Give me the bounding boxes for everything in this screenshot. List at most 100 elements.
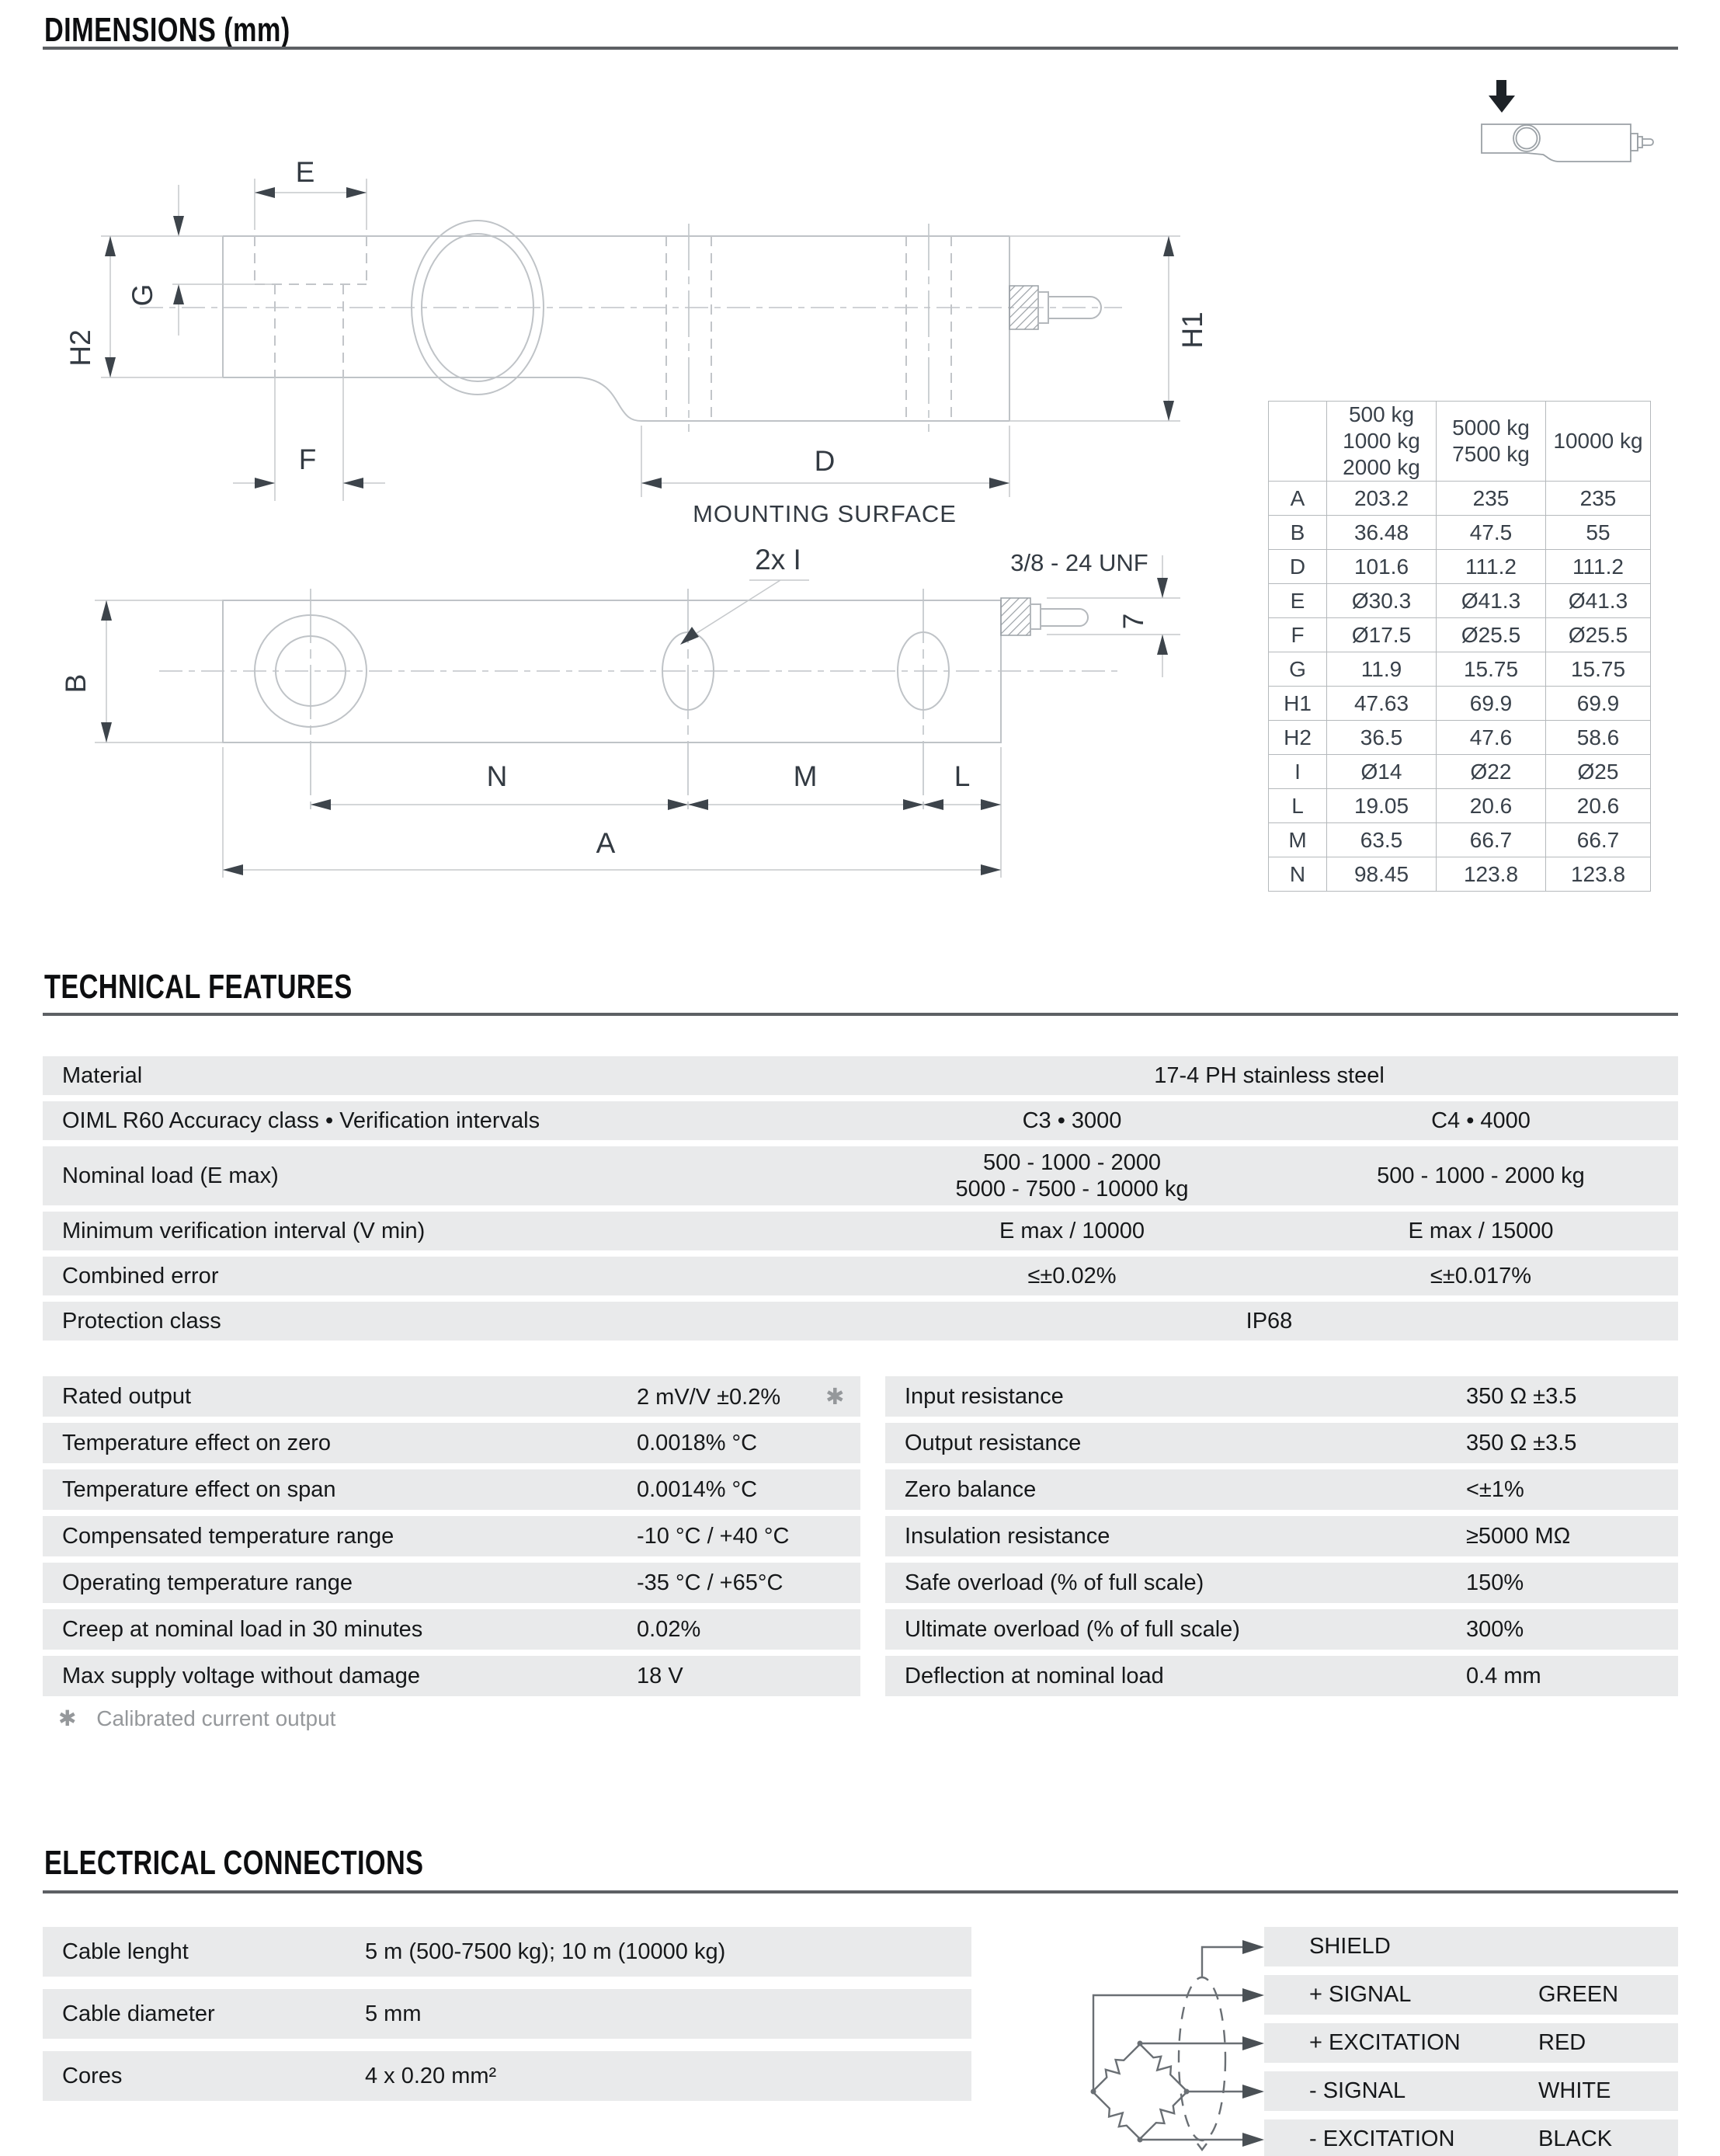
spec-label: Output resistance: [905, 1430, 1082, 1455]
spec-value: 0.4 mm: [1466, 1663, 1541, 1688]
dim-label-M: M: [794, 760, 818, 792]
spec-value: -10 °C / +40 °C: [637, 1523, 790, 1549]
spec-row-accuracy: OIML R60 Accuracy class • Verification i…: [43, 1101, 1678, 1140]
cell: 20.6: [1436, 788, 1546, 823]
wire-arrows: [1242, 1940, 1264, 2147]
wiring-row: + EXCITATION RED: [1264, 2023, 1678, 2063]
side-view-arrows: [105, 187, 1174, 489]
holes-count-label: 2x I: [755, 544, 801, 576]
wire-color: BLACK: [1538, 2126, 1613, 2151]
dim-label-L: L: [954, 760, 971, 792]
spec-value: E max / 15000: [1408, 1218, 1554, 1243]
spec-row-protection-class: Protection class IP68: [43, 1302, 1678, 1341]
spec-value: IP68: [1246, 1308, 1293, 1334]
spec-value-c3: C3 • 3000: [1022, 1108, 1122, 1133]
wire-label: - SIGNAL: [1309, 2078, 1406, 2103]
spec-value: 0.0018% °C: [637, 1430, 758, 1455]
spec-row: Input resistance 350 Ω ±3.5: [885, 1376, 1678, 1417]
side-view-outline: [222, 220, 1010, 422]
bottom-view-arrows: [101, 578, 1168, 875]
spec-label: Cores: [62, 2063, 123, 2088]
bottom-view-labels: B N M L A 2x I 3/8 - 24 UNF 7: [60, 544, 1149, 859]
spec-row: Safe overload (% of full scale) 150%: [885, 1563, 1678, 1603]
spec-row: Zero balance <±1%: [885, 1469, 1678, 1510]
spec-label: Nominal load (E max): [62, 1163, 279, 1188]
table-row: I Ø14 Ø22 Ø25: [1268, 754, 1651, 789]
spec-value: ≤±0.017%: [1430, 1263, 1532, 1288]
spec-row: Temperature effect on span 0.0014% °C: [43, 1469, 860, 1510]
spec-value: 18 V: [637, 1663, 683, 1688]
row-label: N: [1268, 857, 1327, 892]
wire-color: GREEN: [1538, 1982, 1619, 2007]
wiring-row: - SIGNAL WHITE: [1264, 2071, 1678, 2111]
cell: 58.6: [1545, 720, 1651, 755]
table-row: A 203.2 235 235: [1268, 481, 1651, 516]
spec-value: <±1%: [1466, 1476, 1524, 1502]
cell: 55: [1545, 515, 1651, 550]
cell: Ø30.3: [1326, 583, 1437, 618]
table-row: H2 36.5 47.6 58.6: [1268, 720, 1651, 755]
spec-value: 2 mV/V ±0.2% ✱: [637, 1383, 844, 1410]
side-view-centerlines: [140, 224, 1122, 432]
cell: 69.9: [1545, 686, 1651, 721]
row-label: F: [1268, 617, 1327, 652]
header-capacity-3: 10000 kg: [1545, 401, 1651, 482]
section-divider: [43, 1890, 1678, 1893]
spec-value: 5 m (500-7500 kg); 10 m (10000 kg): [365, 1939, 726, 1964]
spec-value-range-1: 500 - 1000 - 2000 5000 - 7500 - 10000 kg: [860, 1149, 1284, 1202]
row-label: A: [1268, 481, 1327, 516]
wire-color: WHITE: [1538, 2078, 1611, 2103]
row-label: B: [1268, 515, 1327, 550]
spec-row: Cable diameter 5 mm: [43, 1989, 971, 2039]
wiring-row: - EXCITATION BLACK: [1264, 2119, 1678, 2156]
cell: 123.8: [1545, 857, 1651, 892]
spec-value-c4: C4 • 4000: [1431, 1108, 1531, 1133]
spec-row-combined-error: Combined error ≤±0.02% ≤±0.017%: [43, 1257, 1678, 1295]
range-line-1: 500 - 1000 - 2000: [983, 1150, 1161, 1175]
spec-value-range-2: 500 - 1000 - 2000 kg: [1377, 1163, 1585, 1188]
spec-label: Rated output: [62, 1383, 192, 1409]
cell: Ø25: [1545, 754, 1651, 789]
mounting-surface-label: MOUNTING SURFACE: [693, 500, 957, 527]
spec-value: -35 °C / +65°C: [637, 1570, 784, 1595]
spec-value: 300%: [1466, 1616, 1524, 1642]
spec-value: ≤±0.02%: [1027, 1264, 1117, 1288]
shield-ellipse-tip: [1197, 2143, 1207, 2151]
spec-value: 17-4 PH stainless steel: [1154, 1062, 1385, 1088]
cell: 15.75: [1545, 652, 1651, 687]
cell: 203.2: [1326, 481, 1437, 516]
plus-signal-wire: [1092, 1994, 1246, 2092]
cable-spec-table: Cable lenght 5 m (500-7500 kg); 10 m (100…: [43, 1927, 971, 2113]
cell: Ø41.3: [1545, 583, 1651, 618]
cell: 111.2: [1436, 549, 1546, 584]
technical-features-upper-table: Material 17-4 PH stainless steel OIML R6…: [43, 1056, 1678, 1347]
spec-value: 5 mm: [365, 2001, 422, 2026]
spec-row: Output resistance 350 Ω ±3.5: [885, 1423, 1678, 1463]
spec-row: Cores 4 x 0.20 mm²: [43, 2051, 971, 2101]
cell: 15.75: [1436, 652, 1546, 687]
side-view-hidden-lines: [254, 236, 952, 421]
table-row: H1 47.63 69.9 69.9: [1268, 686, 1651, 721]
wiring-row: + SIGNAL GREEN: [1264, 1975, 1678, 2015]
cell: 11.9: [1326, 652, 1437, 687]
spec-label: Safe overload (% of full scale): [905, 1570, 1204, 1595]
thread-spec-label: 3/8 - 24 UNF: [1010, 549, 1148, 576]
bridge-junctions: [1090, 2040, 1190, 2143]
down-arrow-icon: [1489, 80, 1515, 113]
spec-value: ≥5000 MΩ: [1466, 1523, 1571, 1549]
spec-value: 350 Ω ±3.5: [1466, 1430, 1577, 1455]
dim-label-A: A: [596, 827, 616, 859]
wheatstone-bridge-diagram: [1090, 1940, 1264, 2151]
table-row: G 11.9 15.75 15.75: [1268, 652, 1651, 687]
spec-label: Deflection at nominal load: [905, 1663, 1164, 1688]
cell: 66.7: [1436, 822, 1546, 857]
spec-label: Protection class: [62, 1308, 221, 1334]
dim-label-7: 7: [1117, 614, 1149, 630]
spec-value: 0.02%: [637, 1616, 701, 1642]
spec-label: Zero balance: [905, 1476, 1037, 1502]
cell: 20.6: [1545, 788, 1651, 823]
wiring-row: SHIELD: [1264, 1927, 1678, 1966]
calibration-footnote: ✱ Calibrated current output: [58, 1706, 335, 1731]
wire-color: RED: [1538, 2030, 1586, 2055]
section-divider: [43, 47, 1678, 50]
